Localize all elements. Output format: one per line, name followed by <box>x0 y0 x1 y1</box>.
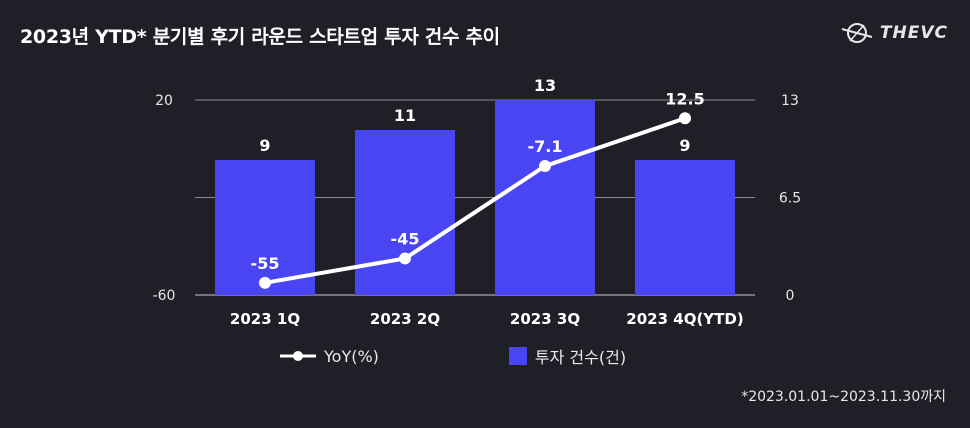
bar-value-label: 11 <box>394 106 416 125</box>
bar <box>215 160 315 295</box>
bar-value-label: 9 <box>259 136 270 155</box>
right-axis-tick-label: 0 <box>786 288 795 304</box>
bar-value-label: 9 <box>679 136 690 155</box>
category-tick-label: 2023 1Q <box>230 310 300 328</box>
brand-logo: THEVC <box>840 20 948 46</box>
legend-line-marker-icon <box>280 351 316 361</box>
yoy-value-label: -55 <box>251 254 280 273</box>
legend-label-yoy: YoY(%) <box>324 346 379 366</box>
yoy-value-label: -45 <box>391 229 420 248</box>
category-tick-label: 2023 4Q(YTD) <box>626 310 743 328</box>
brand-name: THEVC <box>879 23 948 43</box>
right-axis-tick-label: 6.5 <box>779 191 801 207</box>
line-series: -55 -45 -7.1 12.5 <box>251 89 705 289</box>
axes: 13 6.5 0 20 -60 2023 1Q 2023 2Q 2023 3Q 2023 4Q(… <box>153 93 802 328</box>
legend-bar-swatch-icon <box>508 347 527 365</box>
bar-series: 9 11 13 9 <box>215 76 735 295</box>
footnote: *2023.01.01~2023.11.30까지 <box>741 389 946 405</box>
category-tick-label: 2023 2Q <box>370 310 440 328</box>
legend-label-count: 투자 건수(건) <box>534 348 627 367</box>
right-axis-tick-label: 13 <box>781 93 799 109</box>
bar <box>355 130 455 295</box>
bar <box>635 160 735 295</box>
yoy-point <box>259 276 271 289</box>
yoy-point <box>679 112 691 125</box>
legend-item-count: 투자 건수(건) <box>508 344 627 368</box>
legend-item-yoy: YoY(%) <box>280 347 379 366</box>
thevc-logo-icon <box>841 23 873 43</box>
yoy-point <box>539 160 551 173</box>
left-axis-tick-label: 20 <box>155 93 173 109</box>
left-axis-tick-label: -60 <box>153 288 176 304</box>
yoy-line <box>264 116 686 285</box>
yoy-point <box>399 252 411 265</box>
bar-value-label: 13 <box>534 76 556 95</box>
bar <box>495 100 595 295</box>
yoy-value-label: 12.5 <box>665 89 704 108</box>
chart-title: 2023년 YTD* 분기별 후기 라운드 스타트업 투자 건수 추이 <box>20 26 500 48</box>
yoy-value-label: -7.1 <box>528 137 563 156</box>
chart: 9 11 13 9 -55 -45 -7.1 12.5 13 6.5 0 20 -60 2023 1Q… <box>153 76 802 328</box>
legend: YoY(%) 투자 건수(건) <box>280 344 626 368</box>
category-tick-label: 2023 3Q <box>510 310 580 328</box>
